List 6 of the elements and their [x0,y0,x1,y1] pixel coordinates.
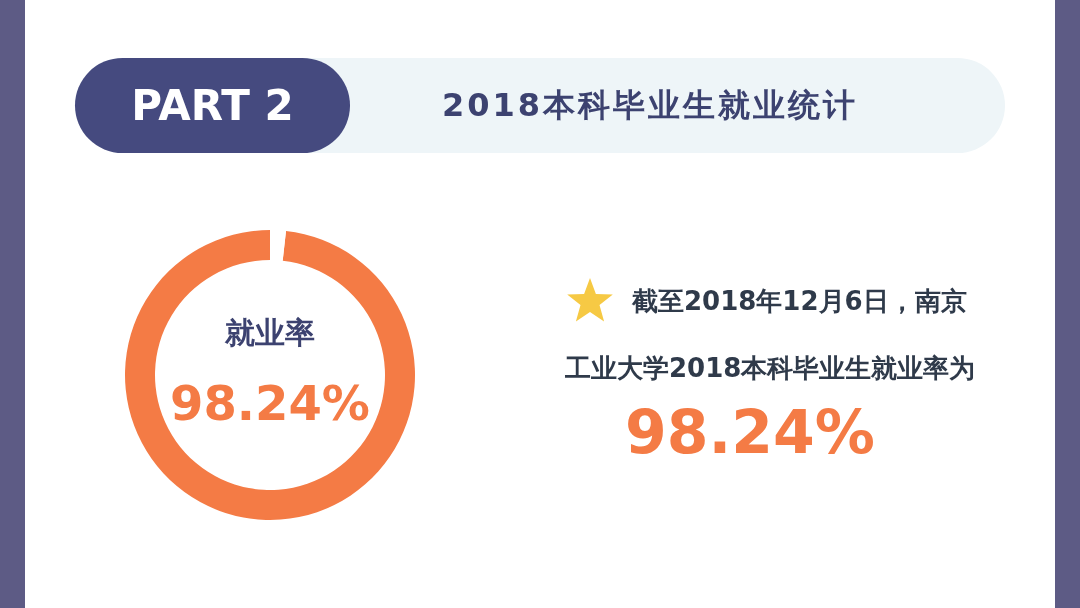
text: 截至2018年12月6日，南京工业大学2018本科毕业生就业率为 [565,286,976,383]
text: PART 2 [75,58,350,153]
text: 98.24% [625,397,875,467]
text: 2018本科毕业生就业统计 [440,85,860,126]
data-label: 98.24% [170,375,370,431]
slice-label: 就业率 [224,315,315,350]
